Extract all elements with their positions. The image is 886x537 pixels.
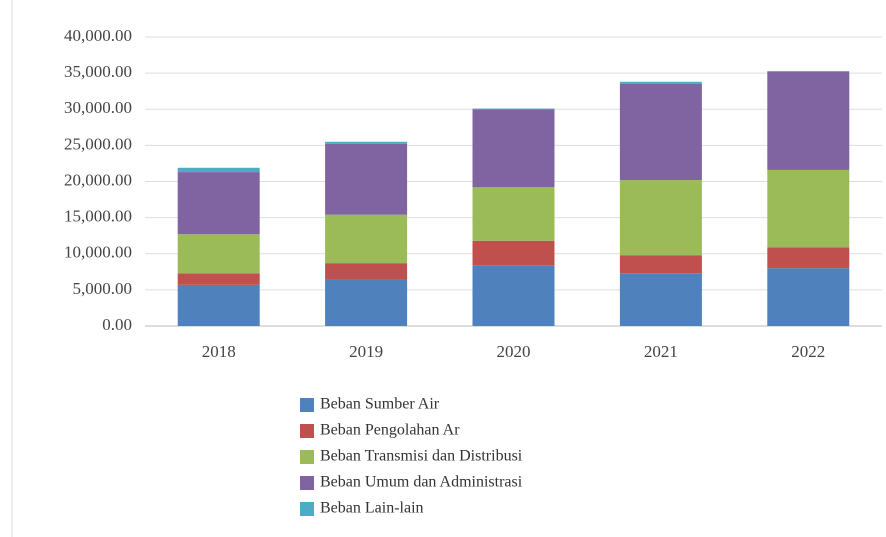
x-tick-label: 2022 bbox=[791, 342, 825, 361]
bar-segment bbox=[325, 141, 408, 144]
x-tick-label: 2021 bbox=[644, 342, 678, 361]
bar-segment bbox=[177, 284, 260, 326]
y-tick-label: 0.00 bbox=[102, 315, 132, 334]
bar-segment bbox=[177, 234, 260, 274]
legend-label: Beban Pengolahan Ar bbox=[320, 422, 460, 439]
legend-label: Beban Umum dan Administrasi bbox=[320, 474, 523, 491]
y-tick-label: 5,000.00 bbox=[73, 279, 133, 298]
legend-swatch bbox=[300, 502, 314, 516]
bar-segment bbox=[472, 187, 555, 241]
bar-segment bbox=[767, 169, 850, 248]
y-tick-label: 25,000.00 bbox=[64, 134, 132, 153]
x-tick-label: 2020 bbox=[497, 342, 531, 361]
y-tick-label: 10,000.00 bbox=[64, 243, 132, 262]
bar-segment bbox=[767, 247, 850, 269]
y-tick-label: 40,000.00 bbox=[64, 26, 132, 45]
legend-swatch bbox=[300, 450, 314, 464]
bar-segment bbox=[325, 143, 408, 215]
bar-segment bbox=[325, 263, 408, 280]
y-tick-label: 30,000.00 bbox=[64, 98, 132, 117]
bar-segment bbox=[325, 214, 408, 264]
y-tick-label: 35,000.00 bbox=[64, 62, 132, 81]
bar-segment bbox=[177, 172, 260, 235]
bar-segment bbox=[767, 70, 850, 72]
legend-swatch bbox=[300, 476, 314, 490]
bar-segment bbox=[177, 167, 260, 173]
bar-segment bbox=[325, 279, 408, 326]
bar-segment bbox=[472, 109, 555, 188]
y-tick-label: 15,000.00 bbox=[64, 207, 132, 226]
legend-label: Beban Sumber Air bbox=[320, 396, 440, 413]
bar-segment bbox=[619, 273, 702, 326]
legend-label: Beban Lain-lain bbox=[320, 500, 424, 517]
bar-segment bbox=[472, 240, 555, 266]
x-tick-label: 2019 bbox=[349, 342, 383, 361]
bar-segment bbox=[767, 71, 850, 170]
y-tick-label: 20,000.00 bbox=[64, 170, 132, 189]
bar-segment bbox=[619, 81, 702, 84]
legend-swatch bbox=[300, 398, 314, 412]
bar-segment bbox=[472, 108, 555, 110]
bar-segment bbox=[767, 268, 850, 326]
bar-segment bbox=[472, 265, 555, 326]
legend-swatch bbox=[300, 424, 314, 438]
bar-segment bbox=[619, 255, 702, 274]
bar-segment bbox=[177, 273, 260, 285]
bar-segment bbox=[619, 83, 702, 181]
x-tick-label: 2018 bbox=[202, 342, 236, 361]
legend-label: Beban Transmisi dan Distribusi bbox=[320, 448, 523, 465]
bar-segment bbox=[619, 180, 702, 256]
